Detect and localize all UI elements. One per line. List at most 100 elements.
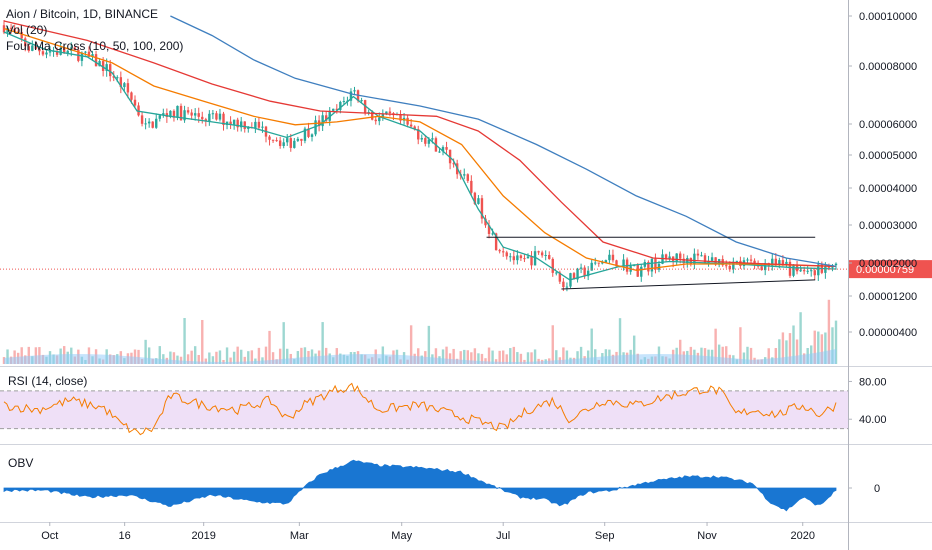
candle-body [73, 47, 77, 50]
y-tick-label: 0.00000400 [859, 327, 917, 339]
candle-body [622, 259, 625, 267]
candle-body [201, 116, 204, 120]
x-tick-label: Mar [290, 530, 309, 542]
candle-body [158, 115, 161, 119]
volume-bar [20, 347, 23, 364]
candle-body [640, 266, 643, 277]
volume-bar [824, 332, 827, 364]
candle-body [834, 263, 838, 266]
volume-bar [576, 351, 579, 364]
candle-body [314, 120, 317, 135]
volume-bar [466, 350, 469, 364]
candle-body [693, 253, 696, 264]
volume-bar [271, 352, 275, 364]
candle-body [310, 134, 314, 137]
candle-body [484, 218, 487, 226]
candle-body [339, 101, 342, 110]
candle-body [109, 64, 112, 77]
last-price-label: 0.00000759 [0, 260, 932, 279]
x-tick-label: Sep [595, 530, 615, 542]
candle-body [34, 45, 38, 49]
candle-body [162, 113, 165, 116]
candle-body [321, 115, 324, 127]
rsi-band [0, 390, 848, 429]
volume-bar [296, 351, 300, 364]
symbol-legend: Aion / Bitcoin, 1D, BINANCE Vol (20) Fou… [6, 6, 183, 54]
candle-body [225, 121, 229, 126]
candle-body [80, 52, 84, 61]
candle-body [657, 263, 661, 270]
candle-body [491, 233, 494, 235]
candle-body [601, 262, 604, 264]
candle-body [494, 233, 498, 251]
candle-body [611, 254, 615, 261]
y-axis: 0.00010000 0.00008000 0.00006000 0.00005000… [848, 11, 917, 495]
candle-body [583, 267, 586, 277]
candle-body [586, 270, 590, 277]
candle-body [307, 128, 310, 137]
candle-body [785, 261, 788, 265]
volume-bar [799, 312, 802, 364]
candle-body [763, 263, 767, 271]
candle-body [799, 270, 802, 272]
ma-legend: Four Ma Cross (10, 50, 100, 200) [6, 39, 184, 53]
candle-body [703, 255, 707, 263]
candle-body [406, 117, 409, 125]
volume-bar [831, 327, 834, 364]
volume-bar [186, 354, 190, 364]
volume-bar [562, 347, 565, 364]
candle-body [13, 28, 16, 32]
volume-bar [749, 347, 753, 364]
candle-body [133, 99, 137, 106]
obv-area [3, 459, 837, 512]
candle-body [817, 264, 820, 276]
candle-body [247, 127, 250, 129]
volume-bar [445, 346, 448, 364]
candle-body [371, 111, 374, 120]
volume-bar [618, 318, 622, 364]
candle-body [45, 52, 48, 55]
x-tick-label: 16 [119, 530, 131, 542]
candle-body [749, 259, 753, 261]
volume-bar [820, 334, 824, 364]
candle-body [502, 251, 505, 253]
candle-body [417, 129, 420, 140]
candle-body [813, 270, 816, 276]
candle-body [689, 257, 693, 264]
candle-body [526, 256, 530, 259]
volume-bar [236, 346, 239, 364]
candle-body [66, 50, 69, 54]
rsi-pane [0, 382, 848, 436]
candle-body [604, 260, 608, 263]
volume-bar [778, 339, 781, 364]
y-tick-label: 0.00006000 [859, 119, 917, 131]
volume-bar [480, 353, 484, 364]
obv-tick-0: 0 [874, 483, 880, 495]
rsi-tick-80: 80.00 [859, 376, 887, 388]
candle-body [303, 128, 307, 141]
candle-body [654, 258, 657, 270]
volume-bar [459, 351, 462, 364]
candle-body [700, 255, 703, 257]
volume-bar [158, 346, 161, 364]
x-tick-label: Jul [496, 530, 510, 542]
volume-bar [417, 348, 420, 364]
volume-bar [197, 354, 200, 364]
candle-body [696, 253, 700, 256]
volume-bar [516, 352, 519, 364]
candle-body [753, 260, 756, 264]
volume-bar [176, 355, 179, 364]
candle-body [548, 254, 551, 259]
candle-body [240, 121, 243, 128]
volume-bar [232, 351, 236, 364]
candle-body [59, 47, 62, 55]
candle-body [551, 258, 554, 273]
x-tick-label: 2019 [191, 530, 215, 542]
candle-body [650, 258, 654, 272]
volume-bar [774, 348, 778, 364]
ma-line-ma200 [170, 15, 837, 268]
candle-body [668, 256, 671, 259]
candle-body [155, 118, 158, 128]
volume-bar [813, 330, 816, 364]
candle-body [172, 110, 176, 118]
